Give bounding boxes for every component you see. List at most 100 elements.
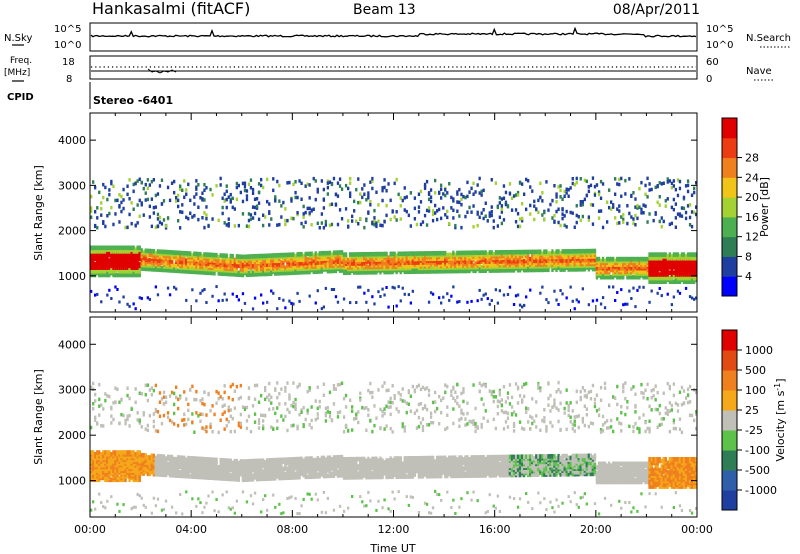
heatmap-cell bbox=[316, 260, 319, 265]
freq-label-line1: Freq. bbox=[10, 56, 32, 66]
heatmap-cell bbox=[377, 203, 380, 207]
heatmap-cell bbox=[413, 217, 417, 221]
heatmap-cell bbox=[162, 218, 166, 222]
heatmap-cell bbox=[413, 251, 417, 256]
heatmap-cell bbox=[300, 257, 303, 262]
heatmap-cell bbox=[682, 206, 686, 211]
heatmap-cell bbox=[672, 197, 676, 202]
heatmap-cell bbox=[638, 186, 641, 191]
heatmap-cell bbox=[533, 255, 536, 260]
heatmap-cell bbox=[179, 226, 182, 230]
heatmap-cell bbox=[328, 203, 332, 207]
heatmap-cell bbox=[187, 402, 190, 407]
noise-trace-line bbox=[90, 26, 697, 38]
heatmap-cell bbox=[183, 250, 186, 256]
heatmap-cell bbox=[320, 307, 324, 311]
heatmap-cell bbox=[472, 204, 475, 208]
heatmap-cell bbox=[579, 248, 582, 254]
heatmap-cell bbox=[579, 177, 582, 181]
heatmap-cell bbox=[92, 381, 95, 386]
heatmap-cell bbox=[138, 250, 141, 256]
heatmap-cell bbox=[158, 220, 162, 225]
heatmap-cell bbox=[170, 420, 174, 424]
nave-label: Nave bbox=[746, 66, 772, 77]
heatmap-cell bbox=[217, 299, 220, 303]
heatmap-cell bbox=[383, 264, 386, 269]
heatmap-cell bbox=[98, 190, 101, 195]
heatmap-cell bbox=[187, 455, 190, 461]
heatmap-cell bbox=[448, 268, 451, 274]
heatmap-cell bbox=[674, 265, 678, 270]
heatmap-cell bbox=[128, 464, 131, 470]
heatmap-cell bbox=[672, 184, 676, 188]
heatmap-cell bbox=[284, 222, 287, 227]
heatmap-cell bbox=[452, 199, 455, 203]
heatmap-cell bbox=[144, 505, 147, 509]
heatmap-cell bbox=[438, 296, 441, 300]
heatmap-cell bbox=[597, 260, 601, 265]
heatmap-cell bbox=[537, 198, 540, 203]
colorbar-swatch bbox=[722, 236, 737, 257]
heatmap-cell bbox=[328, 250, 332, 256]
heatmap-cell bbox=[144, 255, 147, 261]
heatmap-cell bbox=[296, 195, 299, 200]
heatmap-cell bbox=[616, 271, 619, 276]
heatmap-cell bbox=[427, 197, 431, 202]
heatmap-cell bbox=[199, 264, 202, 270]
heatmap-cell bbox=[340, 250, 344, 255]
noise-right-label: N.Search bbox=[746, 33, 791, 44]
heatmap-cell bbox=[116, 198, 119, 203]
heatmap-cell bbox=[606, 200, 609, 204]
heatmap-cell bbox=[387, 258, 390, 264]
heatmap-cell bbox=[371, 251, 374, 257]
heatmap-cell bbox=[438, 250, 441, 256]
heatmap-cell bbox=[630, 297, 633, 300]
heatmap-cell bbox=[688, 203, 692, 207]
heatmap-cell bbox=[130, 272, 133, 278]
heatmap-cell bbox=[106, 250, 109, 256]
heatmap-cell bbox=[559, 223, 562, 228]
heatmap-cell bbox=[219, 271, 222, 276]
heatmap-cell bbox=[347, 219, 350, 223]
heatmap-cell bbox=[482, 208, 485, 212]
heatmap-cell bbox=[288, 299, 291, 303]
heatmap-cell bbox=[545, 249, 548, 254]
heatmap-cell bbox=[678, 186, 682, 191]
heatmap-cell bbox=[160, 249, 164, 255]
heatmap-cell bbox=[320, 212, 324, 216]
heatmap-cell bbox=[237, 254, 241, 259]
heatmap-cell bbox=[215, 252, 218, 258]
heatmap-cell bbox=[504, 250, 508, 255]
heatmap-cell bbox=[413, 196, 417, 200]
heatmap-cell bbox=[239, 190, 243, 195]
heatmap-cell bbox=[688, 215, 692, 220]
heatmap-cell bbox=[294, 190, 297, 195]
heatmap-cell bbox=[225, 184, 228, 188]
heatmap-cell bbox=[102, 407, 105, 411]
heatmap-cell bbox=[662, 252, 665, 257]
heatmap-cell bbox=[427, 300, 431, 304]
heatmap-cell bbox=[606, 256, 609, 262]
heatmap-cell bbox=[179, 254, 182, 259]
heatmap-cell bbox=[472, 263, 475, 268]
heatmap-cell bbox=[569, 249, 572, 254]
heatmap-cell bbox=[434, 178, 437, 183]
heatmap-cell bbox=[201, 253, 204, 259]
heatmap-cell bbox=[616, 221, 619, 226]
heatmap-cell bbox=[610, 265, 613, 271]
heatmap-cell bbox=[106, 472, 109, 477]
heatmap-cell bbox=[168, 458, 172, 463]
heatmap-cell bbox=[223, 199, 226, 203]
heatmap-cell bbox=[634, 223, 637, 227]
heatmap-cell bbox=[302, 212, 305, 216]
heatmap-cell bbox=[379, 295, 382, 298]
heatmap-cell bbox=[128, 256, 131, 261]
heatmap-cell bbox=[523, 303, 526, 307]
heatmap-cell bbox=[245, 194, 249, 198]
power-heatmap-cells bbox=[90, 176, 698, 311]
heatmap-cell bbox=[126, 450, 129, 455]
heatmap-cell bbox=[138, 455, 141, 461]
heatmap-cell bbox=[330, 288, 334, 291]
heatmap-cell bbox=[326, 192, 330, 196]
heatmap-cell bbox=[575, 204, 578, 208]
